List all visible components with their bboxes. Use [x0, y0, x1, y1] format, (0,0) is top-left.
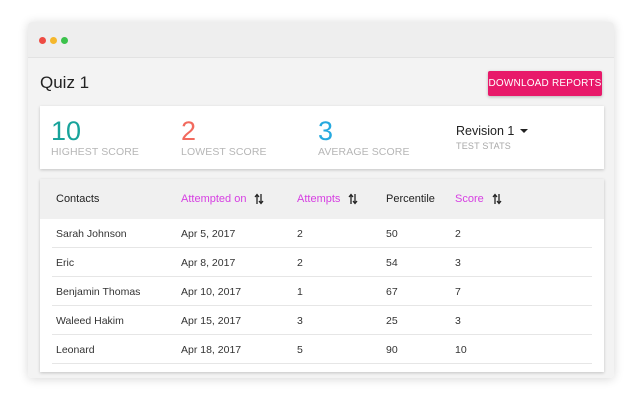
- contacts-header-label: Contacts: [56, 193, 100, 205]
- attempts-cell: 1: [297, 286, 303, 298]
- contact-cell: Leonard: [56, 344, 95, 356]
- revision-selector: Revision 1 TEST STATS: [456, 124, 529, 151]
- score-cell: 10: [455, 344, 467, 356]
- revision-dropdown[interactable]: Revision 1: [456, 124, 529, 138]
- column-header-score[interactable]: Score: [455, 193, 502, 205]
- test-stats-label: TEST STATS: [456, 141, 512, 151]
- download-reports-button[interactable]: DOWNLOAD REPORTS: [488, 71, 602, 96]
- close-window-button[interactable]: [39, 37, 46, 44]
- minimize-window-button[interactable]: [50, 37, 57, 44]
- percentile-cell: 25: [386, 315, 398, 327]
- lowest-score-stat: 2 LOWEST SCORE: [181, 116, 267, 158]
- main-content: Quiz 1 DOWNLOAD REPORTS 10 HIGHEST SCORE…: [28, 58, 614, 378]
- sort-arrows-icon[interactable]: [348, 193, 358, 205]
- column-header-contacts: Contacts: [56, 193, 99, 205]
- score-cell: 2: [455, 228, 461, 240]
- percentile-cell: 54: [386, 257, 398, 269]
- column-header-attempted-on[interactable]: Attempted on: [181, 193, 264, 205]
- stats-card: 10 HIGHEST SCORE 2 LOWEST SCORE 3 AVERAG…: [40, 106, 604, 169]
- table-row[interactable]: Leonard Apr 18, 2017 5 90 10: [52, 335, 592, 364]
- attempted-on-header-label: Attempted on: [181, 193, 247, 205]
- percentile-header-label: Percentile: [386, 193, 435, 205]
- table-header: Contacts Attempted on Attempts: [40, 179, 604, 219]
- contact-cell: Sarah Johnson: [56, 228, 127, 240]
- table-row[interactable]: Waleed Hakim Apr 15, 2017 3 25 3: [52, 306, 592, 335]
- attempts-cell: 2: [297, 228, 303, 240]
- attempted-on-cell: Apr 18, 2017: [181, 344, 242, 356]
- percentile-cell: 67: [386, 286, 398, 298]
- contact-cell: Benjamin Thomas: [56, 286, 141, 298]
- score-cell: 7: [455, 286, 461, 298]
- average-score-value: 3: [318, 116, 334, 146]
- contact-cell: Eric: [56, 257, 75, 269]
- sort-arrows-icon[interactable]: [254, 193, 264, 205]
- highest-score-stat: 10 HIGHEST SCORE: [51, 116, 139, 158]
- attempted-on-cell: Apr 8, 2017: [181, 257, 236, 269]
- sort-arrows-icon[interactable]: [492, 193, 502, 205]
- attempts-table: Contacts Attempted on Attempts: [40, 179, 604, 372]
- window-titlebar: [28, 22, 614, 58]
- average-score-label: AVERAGE SCORE: [318, 146, 410, 158]
- maximize-window-button[interactable]: [61, 37, 68, 44]
- percentile-cell: 50: [386, 228, 398, 240]
- attempted-on-cell: Apr 15, 2017: [181, 315, 242, 327]
- column-header-percentile: Percentile: [386, 193, 435, 205]
- page-title: Quiz 1: [40, 73, 90, 92]
- attempts-cell: 2: [297, 257, 303, 269]
- contact-cell: Waleed Hakim: [56, 315, 124, 327]
- attempts-header-label: Attempts: [297, 193, 341, 205]
- score-cell: 3: [455, 257, 461, 269]
- score-header-label: Score: [455, 193, 484, 205]
- caret-down-icon: [520, 129, 529, 133]
- average-score-stat: 3 AVERAGE SCORE: [318, 116, 410, 158]
- highest-score-value: 10: [51, 116, 82, 146]
- attempts-cell: 5: [297, 344, 303, 356]
- attempts-cell: 3: [297, 315, 303, 327]
- percentile-cell: 90: [386, 344, 398, 356]
- highest-score-label: HIGHEST SCORE: [51, 146, 140, 158]
- score-cell: 3: [455, 315, 461, 327]
- app-window: Quiz 1 DOWNLOAD REPORTS 10 HIGHEST SCORE…: [28, 22, 614, 378]
- column-header-attempts[interactable]: Attempts: [297, 193, 358, 205]
- lowest-score-value: 2: [181, 116, 197, 146]
- table-row[interactable]: Sarah Johnson Apr 5, 2017 2 50 2: [52, 219, 592, 248]
- revision-selected-label: Revision 1: [456, 124, 515, 138]
- attempted-on-cell: Apr 10, 2017: [181, 286, 242, 298]
- lowest-score-label: LOWEST SCORE: [181, 146, 267, 158]
- table-row[interactable]: Eric Apr 8, 2017 2 54 3: [52, 248, 592, 277]
- table-row[interactable]: Benjamin Thomas Apr 10, 2017 1 67 7: [52, 277, 592, 306]
- attempted-on-cell: Apr 5, 2017: [181, 228, 236, 240]
